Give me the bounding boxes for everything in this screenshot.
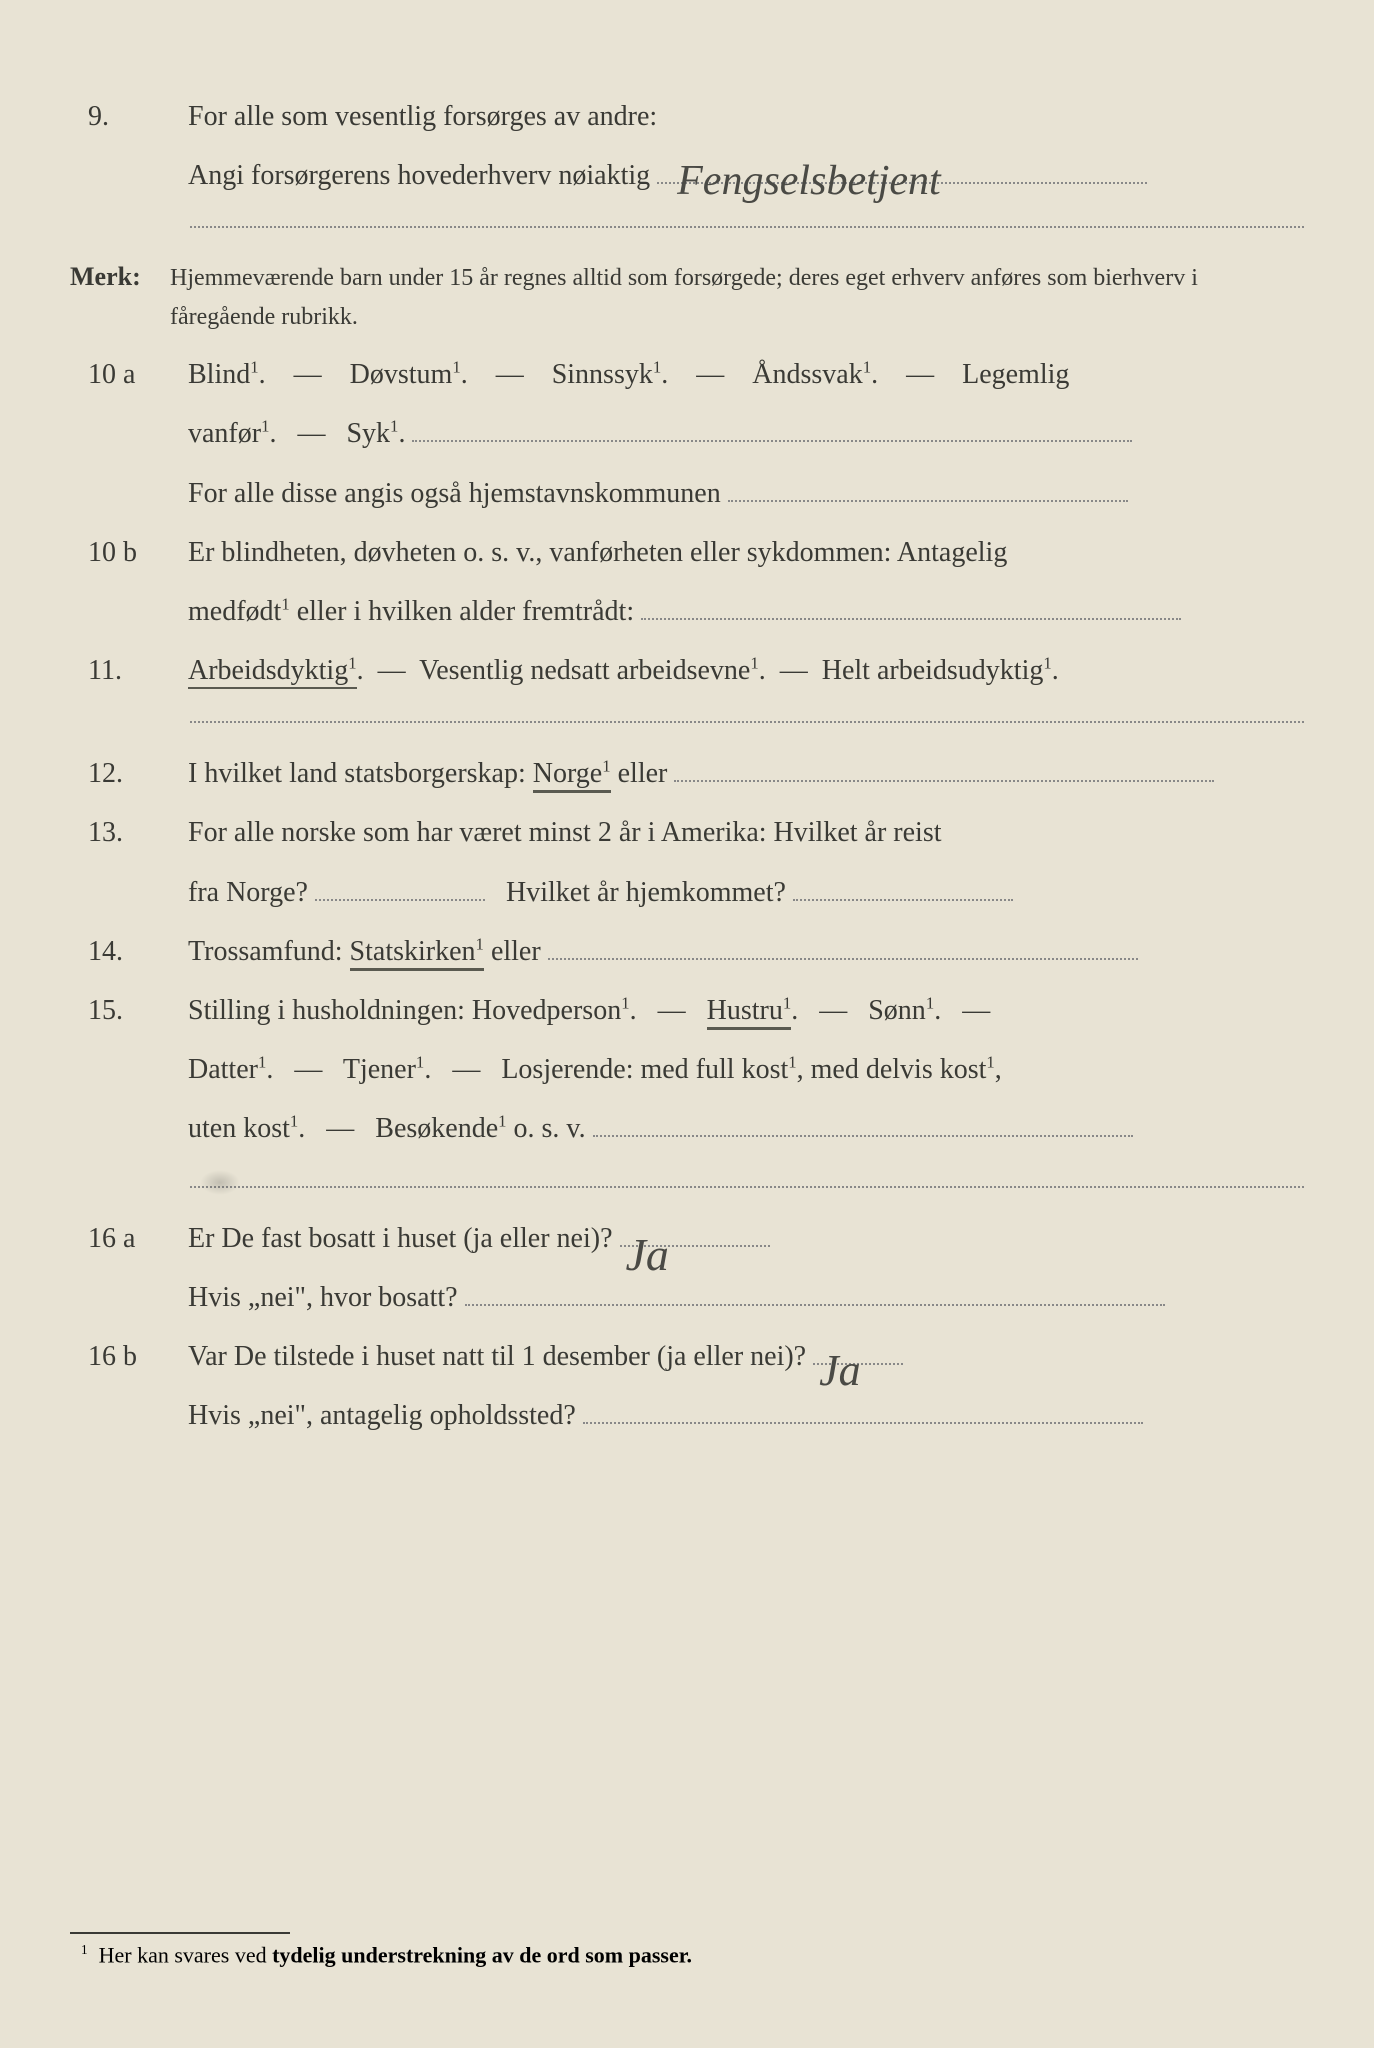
q16b-answer: Ja [819,1329,861,1413]
q15-fill-line [593,1135,1133,1137]
q16b-text2: Hvis „nei", antagelig opholdssted? [188,1400,576,1431]
footnote-body: Her kan svares ved [99,1942,273,1967]
q10a-blind: Blind1. [188,359,266,390]
q15-row1: 15. Stilling i husholdningen: Hovedperso… [70,984,1304,1037]
q10b-medfodt: medfødt1 [188,596,290,627]
q13-row1: 13. For alle norske som har været minst … [70,806,1304,859]
q9-row1: 9. For alle som vesentlig forsørges av a… [70,90,1304,143]
smudge-mark [200,1170,240,1195]
q9-text1: For alle som vesentlig forsørges av andr… [188,90,1304,143]
q13-fill-1 [315,899,485,901]
q10a-row3: For alle disse angis også hjemstavnskomm… [70,467,1304,520]
q11-row: 11. Arbeidsdyktig1. — Vesentlig nedsatt … [70,644,1304,697]
q13-fill-2 [793,899,1013,901]
q11-udyktig: Helt arbeidsudyktig1. [822,655,1059,686]
q15-losjerende: Losjerende: med full kost1 [501,1054,796,1085]
q13-row2: fra Norge? Hvilket år hjemkommet? [70,866,1304,919]
q12-text-a: I hvilket land statsborgerskap: [188,758,533,789]
merk-row: Merk: Hjemmeværende barn under 15 år reg… [70,252,1304,336]
q15-tjener: Tjener1. [343,1054,431,1085]
q16a-answer: Ja [626,1211,669,1298]
q11-nedsatt: Vesentlig nedsatt arbeidsevne1. [419,655,766,686]
q10a-fill-line [412,440,1132,442]
q15-hovedperson: Stilling i husholdningen: Hovedperson1. [188,995,637,1026]
divider-1 [190,226,1304,228]
q13-text1: For alle norske som har været minst 2 år… [188,806,1304,859]
q9-fill-line: Fengselsbetjent [657,182,1147,184]
q16a-fill-2 [465,1304,1165,1306]
q14-text-a: Trossamfund: [188,936,350,967]
q16a-row2: Hvis „nei", hvor bosatt? [70,1271,1304,1324]
q12-number: 12. [70,747,188,800]
q15-uten-kost: uten kost1. [188,1113,305,1144]
divider-2 [190,721,1304,723]
merk-text: Hjemmeværende barn under 15 år regnes al… [170,259,1304,336]
q16b-fill-1: Ja [813,1363,903,1365]
q16b-row1: 16 b Var De tilstede i huset natt til 1 … [70,1330,1304,1383]
q9-row2: Angi forsørgerens hovederhverv nøiaktig … [70,149,1304,202]
q16b-row2: Hvis „nei", antagelig opholdssted? [70,1389,1304,1442]
census-form-page: 9. For alle som vesentlig forsørges av a… [0,0,1374,1488]
q10a-syk: Syk1. [346,418,405,449]
q15-row3: uten kost1. — Besøkende1 o. s. v. [70,1102,1304,1155]
merk-label: Merk: [70,252,170,301]
q16a-number: 16 a [70,1212,188,1265]
footnote-text: 1 Her kan svares ved tydelig understrekn… [70,1942,1304,1968]
q16a-text1: Er De fast bosatt i huset (ja eller nei)… [188,1223,613,1254]
q13-fra-norge: fra Norge? [188,877,308,908]
q9-text2: Angi forsørgerens hovederhverv nøiaktig [188,160,650,191]
q16a-fill-1: Ja [620,1245,770,1247]
q12-row: 12. I hvilket land statsborgerskap: Norg… [70,747,1304,800]
q15-besokende: Besøkende1 [375,1113,506,1144]
q15-number: 15. [70,984,188,1037]
q16b-fill-2 [583,1422,1143,1424]
q10a-hjemstavn: For alle disse angis også hjemstavnskomm… [188,478,721,509]
q10b-text1: Er blindheten, døvheten o. s. v., vanfør… [188,526,1304,579]
divider-3 [190,1186,1304,1188]
q12-text-b: eller [611,758,668,789]
q10b-row1: 10 b Er blindheten, døvheten o. s. v., v… [70,526,1304,579]
q15-osv: o. s. v. [507,1113,586,1144]
q10a-vanfor: vanfør1. [188,418,276,449]
q13-number: 13. [70,806,188,859]
q12-norge: Norge1 [533,758,611,793]
q11-arbeidsdyktig: Arbeidsdyktig1 [188,655,357,689]
q10b-text2b: eller i hvilken alder fremtrådt: [297,596,634,627]
q14-fill-line [548,958,1138,960]
q16b-text1: Var De tilstede i huset natt til 1 desem… [188,1341,806,1372]
footnote-rule [70,1932,290,1934]
q15-row2: Datter1. — Tjener1. — Losjerende: med fu… [70,1043,1304,1096]
q10a-aandssvak: Åndssvak1. [752,359,878,390]
q10b-row2: medfødt1 eller i hvilken alder fremtrådt… [70,585,1304,638]
q14-row: 14. Trossamfund: Statskirken1 eller [70,925,1304,978]
q15-hustru: Hustru1 [707,995,792,1030]
q14-text-b: eller [484,936,541,967]
q11-number: 11. [70,644,188,697]
q10a-number: 10 a [70,348,188,401]
q14-number: 14. [70,925,188,978]
q12-fill-line [674,780,1214,782]
q15-delvis: , med delvis kost1, [797,1054,1002,1085]
q15-sonn: Sønn1. [868,995,941,1026]
q10a-legemlig: Legemlig [962,359,1069,390]
q10b-fill-line [641,618,1181,620]
footnote-marker: 1 [81,1942,88,1957]
q10a-sinnssyk: Sinnssyk1. [552,359,669,390]
q9-handwritten-answer: Fengselsbetjent [677,142,941,222]
q10a-row2: vanfør1. — Syk1. [70,407,1304,460]
q13-hjemkommet: Hvilket år hjemkommet? [506,877,786,908]
q10b-number: 10 b [70,526,188,579]
q16a-row1: 16 a Er De fast bosatt i huset (ja eller… [70,1212,1304,1265]
q10a-dovstum: Døvstum1. [350,359,468,390]
q9-number: 9. [70,90,188,143]
q15-datter: Datter1. [188,1054,273,1085]
q14-statskirken: Statskirken1 [350,936,484,971]
q16a-text2: Hvis „nei", hvor bosatt? [188,1282,458,1313]
footnote: 1 Her kan svares ved tydelig understrekn… [70,1932,1304,1968]
q10a-row1: 10 a Blind1. — Døvstum1. — Sinnssyk1. — … [70,348,1304,401]
q10a-fill-line2 [728,500,1128,502]
q16b-number: 16 b [70,1330,188,1383]
footnote-bold: tydelig understrekning av de ord som pas… [272,1942,692,1967]
